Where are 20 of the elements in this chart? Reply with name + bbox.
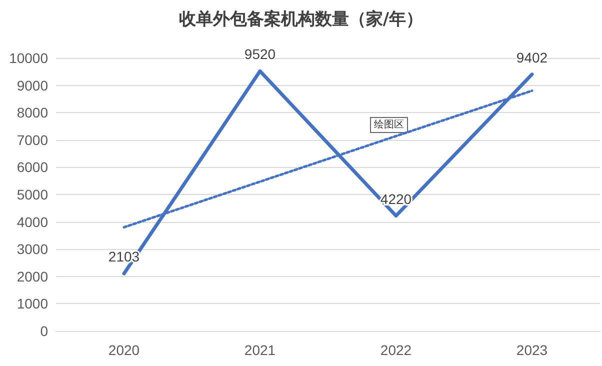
annotation: 绘图区: [374, 118, 404, 130]
y-tick-label: 1000: [16, 296, 48, 312]
x-tick-label: 2020: [108, 342, 140, 358]
y-tick-label: 2000: [16, 268, 48, 284]
x-tick-label: 2023: [516, 342, 548, 358]
y-tick-label: 3000: [16, 241, 48, 258]
chart-title: 收单外包备案机构数量（家/年）: [178, 8, 424, 30]
y-tick-label: 6000: [16, 159, 48, 176]
y-tick-label: 7000: [16, 132, 48, 148]
data-label: 9520: [244, 46, 276, 62]
y-tick-label: 9000: [16, 77, 48, 94]
y-tick-label: 10000: [9, 50, 48, 66]
y-tick-label: 4000: [16, 214, 48, 230]
data-label: 4220: [380, 190, 412, 207]
x-tick-label: 2021: [244, 342, 276, 358]
y-tick-label: 0: [40, 323, 48, 339]
data-label: 9402: [516, 49, 548, 66]
y-tick-label: 8000: [16, 104, 48, 121]
x-tick-label: 2022: [380, 342, 412, 358]
y-tick-label: 5000: [16, 186, 48, 202]
